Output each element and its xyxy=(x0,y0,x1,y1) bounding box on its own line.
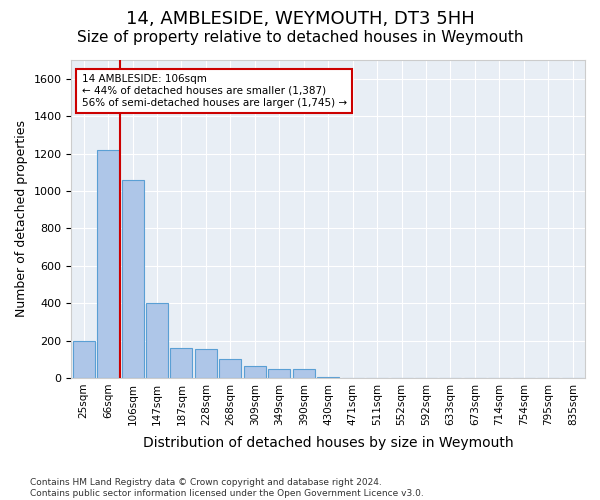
Bar xyxy=(317,377,339,378)
Bar xyxy=(170,348,193,378)
Bar xyxy=(195,349,217,378)
Text: Contains HM Land Registry data © Crown copyright and database right 2024.
Contai: Contains HM Land Registry data © Crown c… xyxy=(30,478,424,498)
Bar xyxy=(268,368,290,378)
Y-axis label: Number of detached properties: Number of detached properties xyxy=(15,120,28,318)
X-axis label: Distribution of detached houses by size in Weymouth: Distribution of detached houses by size … xyxy=(143,436,514,450)
Bar xyxy=(220,359,241,378)
Bar xyxy=(293,368,315,378)
Bar xyxy=(244,366,266,378)
Bar xyxy=(122,180,143,378)
Text: 14 AMBLESIDE: 106sqm
← 44% of detached houses are smaller (1,387)
56% of semi-de: 14 AMBLESIDE: 106sqm ← 44% of detached h… xyxy=(82,74,347,108)
Bar xyxy=(97,150,119,378)
Text: 14, AMBLESIDE, WEYMOUTH, DT3 5HH: 14, AMBLESIDE, WEYMOUTH, DT3 5HH xyxy=(125,10,475,28)
Text: Size of property relative to detached houses in Weymouth: Size of property relative to detached ho… xyxy=(77,30,523,45)
Bar xyxy=(146,303,168,378)
Bar xyxy=(73,340,95,378)
